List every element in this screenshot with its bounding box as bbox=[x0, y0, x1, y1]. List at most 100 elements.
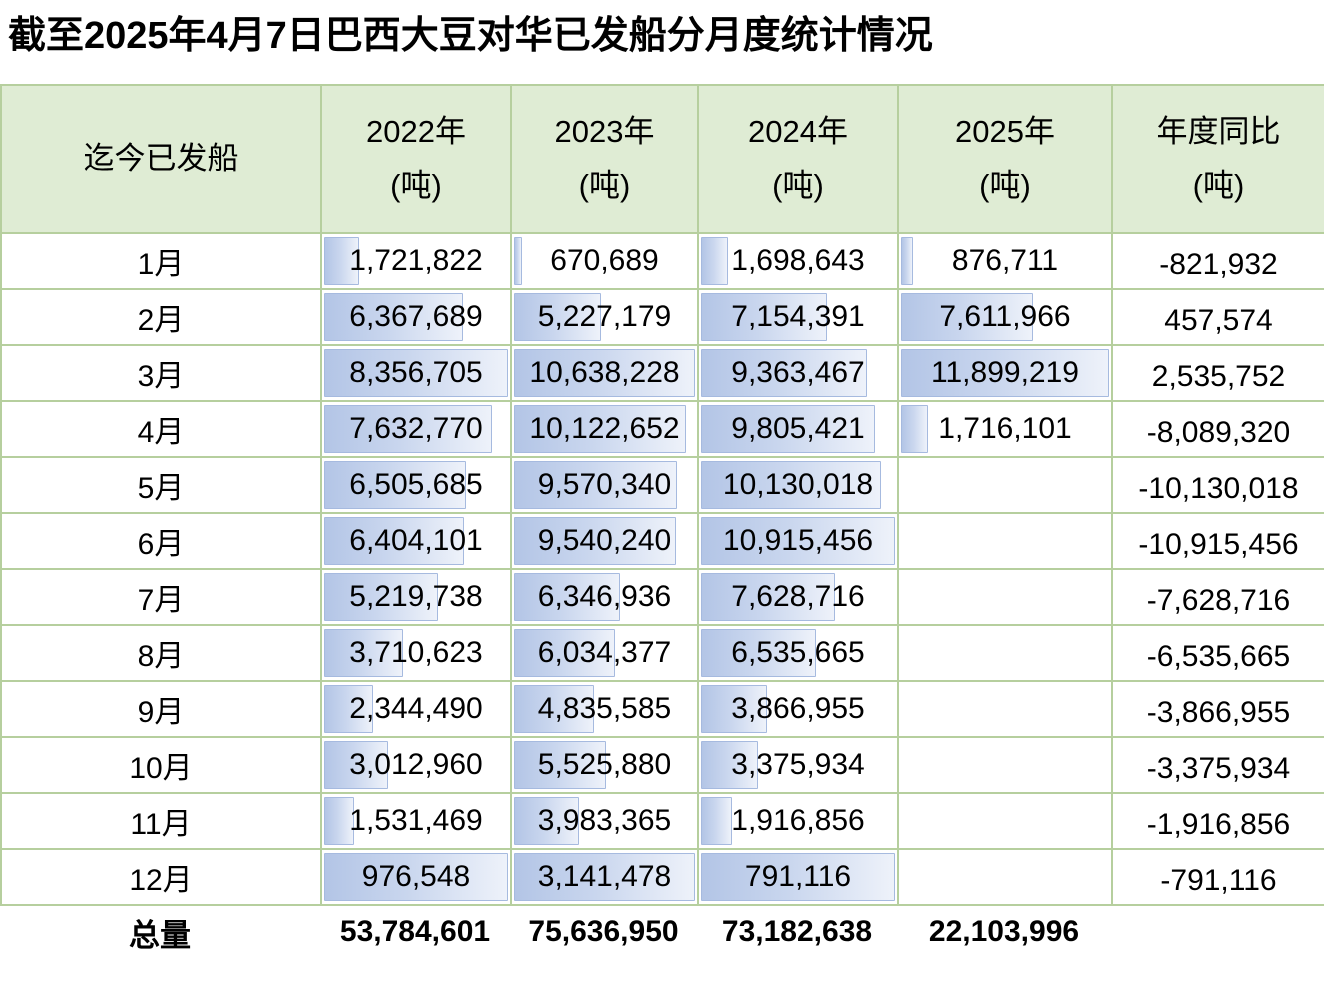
data-bar bbox=[701, 741, 759, 789]
month-cell: 9月 bbox=[0, 680, 322, 738]
value-cell-2023: 4,835,585 bbox=[510, 680, 699, 738]
data-bar bbox=[324, 237, 359, 285]
data-bar bbox=[324, 349, 508, 397]
header-unit-label: (吨) bbox=[390, 168, 442, 203]
table-row: 9月 2,344,490 4,835,585 3,866,955 -3,866,… bbox=[0, 680, 1324, 738]
table-row: 3月 8,356,705 10,638,228 9,363,467 11,899… bbox=[0, 344, 1324, 402]
value-cell-2022: 8,356,705 bbox=[320, 344, 512, 402]
value-cell-2025 bbox=[897, 456, 1113, 514]
data-bar bbox=[514, 405, 687, 453]
value-cell-2025 bbox=[897, 736, 1113, 794]
header-unit-label: (吨) bbox=[979, 168, 1031, 203]
cell-value: 10,122,652 bbox=[529, 412, 680, 445]
value-cell-2024: 10,915,456 bbox=[697, 512, 899, 570]
data-bar bbox=[514, 517, 676, 565]
total-2023: 75,636,950 bbox=[528, 915, 679, 948]
value-cell-2025 bbox=[897, 568, 1113, 626]
month-cell: 7月 bbox=[0, 568, 322, 626]
cell-value: 5,525,880 bbox=[537, 748, 672, 781]
value-cell-2024: 3,866,955 bbox=[697, 680, 899, 738]
value-cell-2023: 3,983,365 bbox=[510, 792, 699, 850]
yoy-cell: -6,535,665 bbox=[1111, 624, 1324, 682]
header-2022: 2022年 (吨) bbox=[320, 84, 512, 234]
data-bar bbox=[701, 293, 827, 341]
cell-value: 7,632,770 bbox=[349, 412, 483, 445]
cell-value: 3,375,934 bbox=[731, 748, 865, 781]
total-2024: 73,182,638 bbox=[721, 915, 873, 948]
table-row: 6月 6,404,101 9,540,240 10,915,456 -10,91… bbox=[0, 512, 1324, 570]
value-cell-2023: 10,122,652 bbox=[510, 400, 699, 458]
cell-value: 670,689 bbox=[550, 244, 659, 277]
cell-value: 1,531,469 bbox=[349, 804, 483, 837]
data-bar bbox=[901, 237, 913, 285]
value-cell-2023: 9,540,240 bbox=[510, 512, 699, 570]
yoy-cell: 2,535,752 bbox=[1111, 344, 1324, 402]
cell-value: 3,012,960 bbox=[349, 748, 483, 781]
value-cell-2024: 10,130,018 bbox=[697, 456, 899, 514]
cell-value: 7,154,391 bbox=[731, 300, 865, 333]
month-cell: 5月 bbox=[0, 456, 322, 514]
data-bar bbox=[324, 293, 464, 341]
data-bar bbox=[514, 349, 695, 397]
data-bar bbox=[701, 573, 836, 621]
data-bar bbox=[901, 405, 928, 453]
value-cell-2025: 876,711 bbox=[897, 232, 1113, 290]
data-bar bbox=[901, 293, 1033, 341]
value-cell-2023: 3,141,478 bbox=[510, 848, 699, 906]
data-bar bbox=[324, 853, 508, 901]
header-unit-label: (吨) bbox=[772, 168, 824, 203]
table-row: 12月 976,548 3,141,478 791,116 -791,116 bbox=[0, 848, 1324, 906]
month-cell: 6月 bbox=[0, 512, 322, 570]
cell-value: 1,916,856 bbox=[731, 804, 865, 837]
header-yoy-label: 年度同比 bbox=[1156, 113, 1281, 149]
value-cell-2023: 670,689 bbox=[510, 232, 699, 290]
yoy-cell: 457,574 bbox=[1111, 288, 1324, 346]
cell-value: 7,611,966 bbox=[939, 300, 1071, 333]
total-2022: 53,784,601 bbox=[339, 915, 491, 948]
table-row: 5月 6,505,685 9,570,340 10,130,018 -10,13… bbox=[0, 456, 1324, 514]
value-cell-2022: 6,505,685 bbox=[320, 456, 512, 514]
yoy-cell: -8,089,320 bbox=[1111, 400, 1324, 458]
value-cell-2022: 5,219,738 bbox=[320, 568, 512, 626]
cell-value: 10,130,018 bbox=[722, 468, 874, 501]
data-bar bbox=[514, 573, 621, 621]
table-row: 11月 1,531,469 3,983,365 1,916,856 -1,916… bbox=[0, 792, 1324, 850]
cell-value: 791,116 bbox=[744, 860, 852, 893]
data-bar bbox=[324, 517, 464, 565]
table-row: 8月 3,710,623 6,034,377 6,535,665 -6,535,… bbox=[0, 624, 1324, 682]
cell-value: 11,899,219 bbox=[931, 356, 1079, 389]
yoy-cell: -3,866,955 bbox=[1111, 680, 1324, 738]
shipment-table: 迄今已发船 2022年 (吨) 2023年 (吨) 2024年 (吨) 2025… bbox=[0, 84, 1324, 906]
value-cell-2023: 5,525,880 bbox=[510, 736, 699, 794]
header-unit-label: (吨) bbox=[578, 168, 631, 203]
header-year-label: 2025年 bbox=[955, 113, 1055, 149]
value-cell-2025 bbox=[897, 512, 1113, 570]
data-bar bbox=[514, 293, 601, 341]
value-cell-2025 bbox=[897, 680, 1113, 738]
value-cell-2022: 2,344,490 bbox=[320, 680, 512, 738]
data-bar bbox=[324, 629, 404, 677]
cell-value: 9,570,340 bbox=[537, 468, 672, 501]
cell-value: 876,711 bbox=[951, 244, 1059, 277]
data-bar bbox=[701, 237, 728, 285]
page-title: 截至2025年4月7日巴西大豆对华已发船分月度统计情况 bbox=[8, 15, 933, 57]
data-bar bbox=[324, 685, 373, 733]
header-row: 迄今已发船 2022年 (吨) 2023年 (吨) 2024年 (吨) 2025… bbox=[0, 84, 1324, 234]
data-bar bbox=[324, 741, 388, 789]
cell-value: 9,363,467 bbox=[731, 356, 865, 389]
data-bar bbox=[514, 797, 580, 845]
value-cell-2025: 11,899,219 bbox=[897, 344, 1113, 402]
cell-value: 10,638,228 bbox=[529, 356, 680, 389]
cell-value: 6,034,377 bbox=[537, 636, 672, 669]
value-cell-2024: 9,805,421 bbox=[697, 400, 899, 458]
value-cell-2025 bbox=[897, 792, 1113, 850]
value-cell-2022: 976,548 bbox=[320, 848, 512, 906]
data-bar bbox=[324, 573, 438, 621]
cell-value: 3,983,365 bbox=[537, 804, 672, 837]
header-year-label: 2024年 bbox=[748, 113, 848, 149]
month-cell: 3月 bbox=[0, 344, 322, 402]
yoy-cell: -7,628,716 bbox=[1111, 568, 1324, 626]
yoy-cell: -791,116 bbox=[1111, 848, 1324, 906]
table-row: 10月 3,012,960 5,525,880 3,375,934 -3,375… bbox=[0, 736, 1324, 794]
